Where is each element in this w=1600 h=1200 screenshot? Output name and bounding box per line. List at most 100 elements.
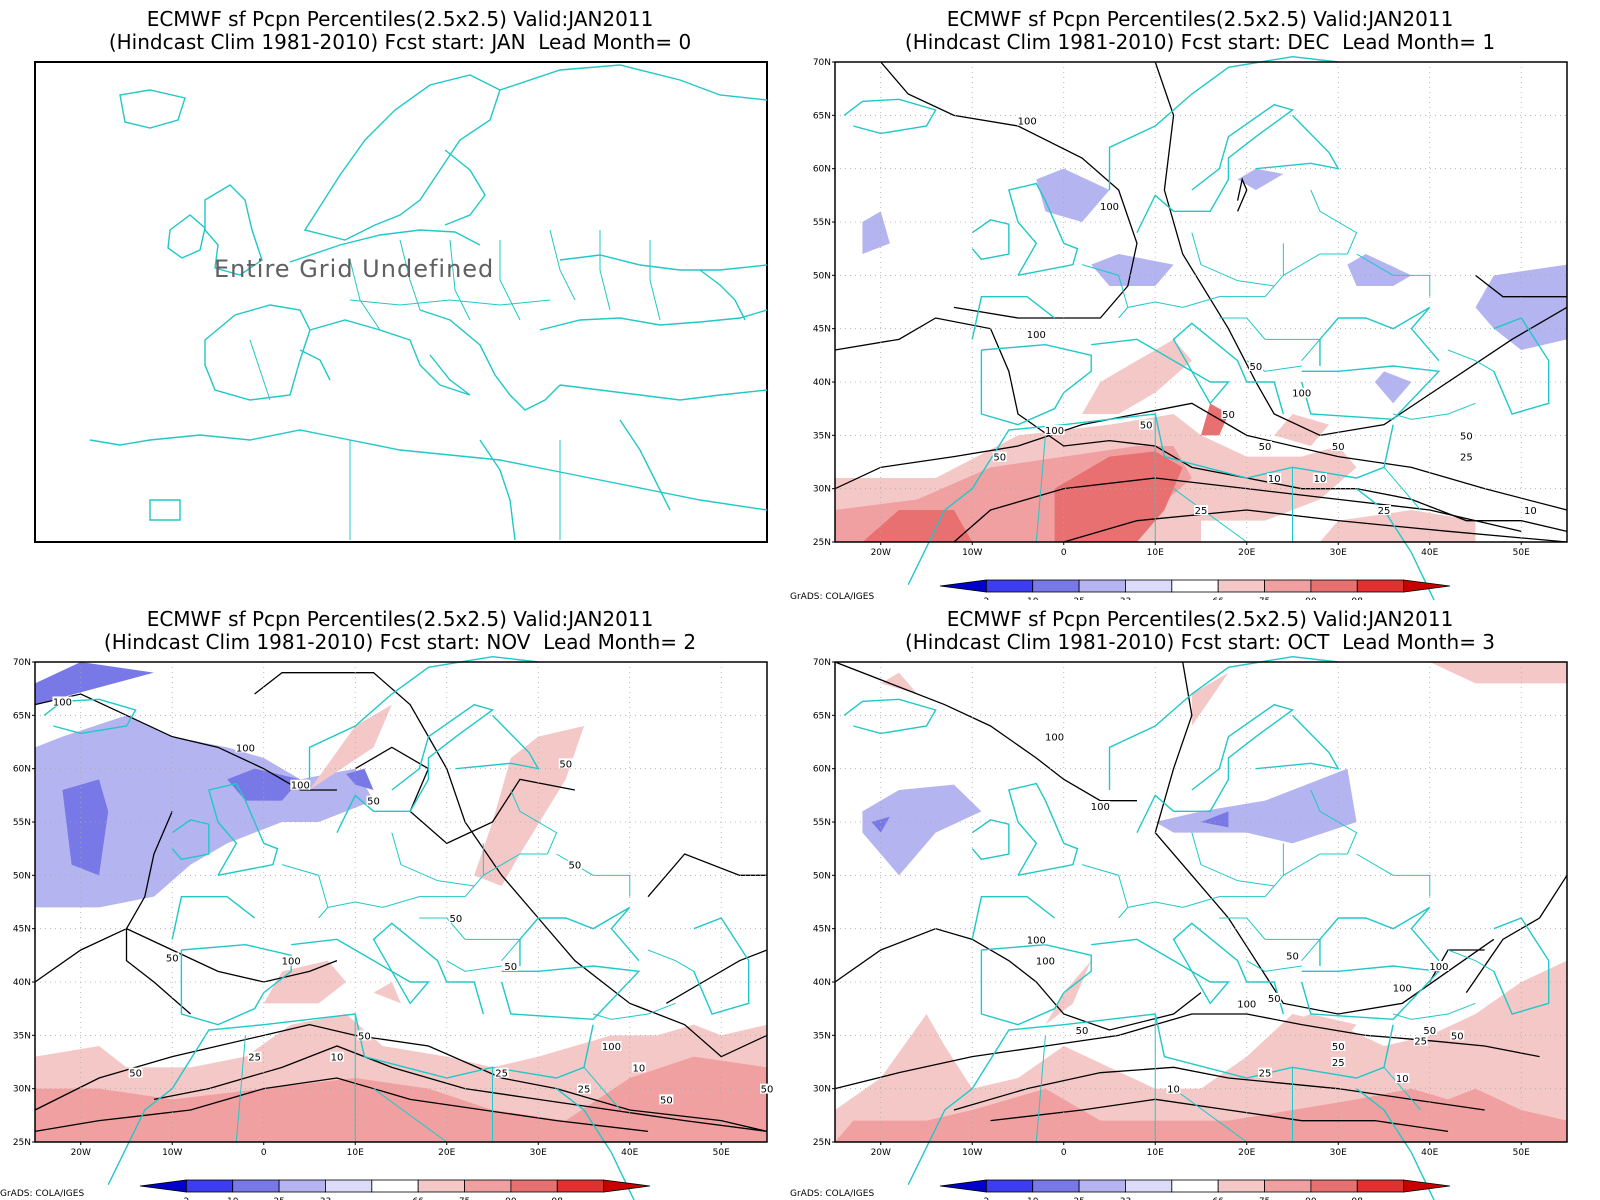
- shade-below-25: [62, 779, 109, 876]
- colorbar-swatch: [1310, 1179, 1358, 1193]
- colorbar-label: 25: [273, 1197, 284, 1200]
- colorbar-label: 98: [1352, 1197, 1364, 1200]
- colorbar-swatch: [1171, 579, 1219, 593]
- contour-label: 100: [1027, 330, 1046, 341]
- colorbar-swatch: [603, 1179, 651, 1193]
- contour-label: 50: [1423, 1026, 1436, 1037]
- colorbar-swatch: [1356, 579, 1405, 593]
- contour-line: [834, 1013, 1540, 1090]
- lon-tick-label: 30E: [1330, 1148, 1347, 1158]
- shade-below-33: [862, 211, 890, 254]
- lat-tick-label: 55N: [813, 218, 831, 228]
- colorbar-label: 75: [1259, 1197, 1270, 1200]
- colorbar-label: 66: [1212, 1197, 1224, 1200]
- grid-undefined-message: Entire Grid Undefined: [214, 255, 495, 283]
- contour-label: 50: [1250, 362, 1263, 373]
- shade-above-66: [1429, 662, 1567, 684]
- lat-tick-label: 40N: [813, 978, 831, 988]
- colorbar-label: 98: [552, 1197, 564, 1200]
- lon-tick-label: 40E: [1421, 1148, 1438, 1158]
- colorbar-swatch: [371, 1179, 419, 1193]
- colorbar-label: 33: [320, 1197, 331, 1200]
- contour-line: [834, 661, 1137, 802]
- colorbar-swatch: [325, 1179, 373, 1193]
- lon-tick-label: 20E: [438, 1148, 455, 1158]
- lat-tick-label: 25N: [813, 1138, 831, 1148]
- contour-label: 50: [1140, 421, 1153, 432]
- colorbar-swatch: [1078, 579, 1126, 593]
- grads-credit: GrADS: COLA/IGES: [0, 1189, 85, 1199]
- colorbar-label: 90: [505, 1197, 517, 1200]
- shade-above-66: [880, 672, 918, 694]
- colorbar-label: 98: [1352, 597, 1364, 600]
- lat-tick-label: 40N: [813, 378, 831, 388]
- contour-line: [880, 61, 1138, 319]
- colorbar-label: 66: [412, 1197, 424, 1200]
- contour-label: 10: [1524, 506, 1537, 517]
- contour-label: 100: [282, 957, 301, 968]
- contour-label: 50: [761, 1085, 774, 1096]
- contour-label: 100: [1027, 935, 1046, 946]
- colorbar-swatch: [1078, 1179, 1126, 1193]
- shade-above-75: [35, 1056, 767, 1142]
- contour-label: 25: [1259, 1069, 1272, 1080]
- contour-line: [354, 746, 575, 845]
- colorbar-swatch: [139, 1179, 187, 1193]
- lat-tick-label: 50N: [813, 871, 831, 881]
- shade-below-33: [35, 715, 374, 908]
- colorbar-swatch: [939, 1179, 987, 1193]
- contour-label: 100: [1045, 733, 1064, 744]
- contour-label: 50: [166, 953, 179, 964]
- lat-tick-label: 65N: [813, 111, 831, 121]
- colorbar-label: 25: [1073, 597, 1084, 600]
- colorbar-swatch: [1217, 579, 1265, 593]
- lon-tick-label: 10E: [1147, 1148, 1164, 1158]
- colorbar-swatch: [232, 1179, 280, 1193]
- shade-below-25: [871, 816, 890, 833]
- contour-line: [34, 1023, 768, 1132]
- contour-label: 50: [1259, 442, 1272, 453]
- colorbar-swatch: [1171, 1179, 1219, 1193]
- contour-label: 50: [568, 861, 581, 872]
- lon-tick-label: 0: [1061, 548, 1067, 558]
- shade-below-33: [1237, 168, 1284, 190]
- lat-tick-label: 60N: [13, 765, 31, 775]
- lat-tick-label: 65N: [813, 711, 831, 721]
- colorbar-swatch: [1125, 579, 1173, 593]
- lon-tick-label: 50E: [713, 1148, 730, 1158]
- shade-below-33: [1091, 254, 1174, 286]
- colorbar-swatch: [1403, 579, 1451, 593]
- contour-label: 25: [1378, 506, 1391, 517]
- panel-jan-lead0: ECMWF sf Pcpn Percentiles(2.5x2.5) Valid…: [0, 0, 800, 600]
- colorbar-label: 75: [459, 1197, 470, 1200]
- shade-below-25: [1201, 811, 1229, 828]
- colorbar-label: 10: [1027, 1197, 1039, 1200]
- contour-label: 10: [1268, 474, 1281, 485]
- contour-line: [834, 402, 1568, 511]
- colorbar-swatch: [464, 1179, 512, 1193]
- colorbar-label: 33: [1120, 597, 1131, 600]
- contour-line: [254, 672, 768, 1058]
- lat-tick-label: 45N: [813, 925, 831, 935]
- colorbar-swatch: [510, 1179, 558, 1193]
- lon-tick-label: 0: [261, 1148, 267, 1158]
- contour-line: [1236, 177, 1248, 212]
- lon-tick-label: 50E: [1513, 548, 1530, 558]
- contour-label: 25: [1332, 1058, 1345, 1069]
- lat-tick-label: 65N: [13, 711, 31, 721]
- panel-title-line1: ECMWF sf Pcpn Percentiles(2.5x2.5) Valid…: [146, 7, 654, 31]
- colorbar-swatch: [1264, 1179, 1312, 1193]
- shade-below-33: [1155, 768, 1357, 844]
- panel-title-line2: (Hindcast Clim 1981-2010) Fcst start: NO…: [103, 630, 697, 654]
- contour-label: 100: [1429, 962, 1448, 973]
- shade-below-33: [862, 784, 982, 876]
- contour-label: 50: [1460, 431, 1473, 442]
- panel-title-line2: (Hindcast Clim 1981-2010) Fcst start: OC…: [904, 630, 1496, 654]
- contour-label: 50: [1332, 442, 1345, 453]
- shade-above-90: [862, 510, 973, 542]
- colorbar-swatch: [985, 579, 1034, 593]
- contour-line: [34, 1077, 649, 1132]
- map-frame: [34, 661, 768, 1143]
- contour-label: 25: [578, 1085, 591, 1096]
- lat-tick-label: 50N: [13, 871, 31, 881]
